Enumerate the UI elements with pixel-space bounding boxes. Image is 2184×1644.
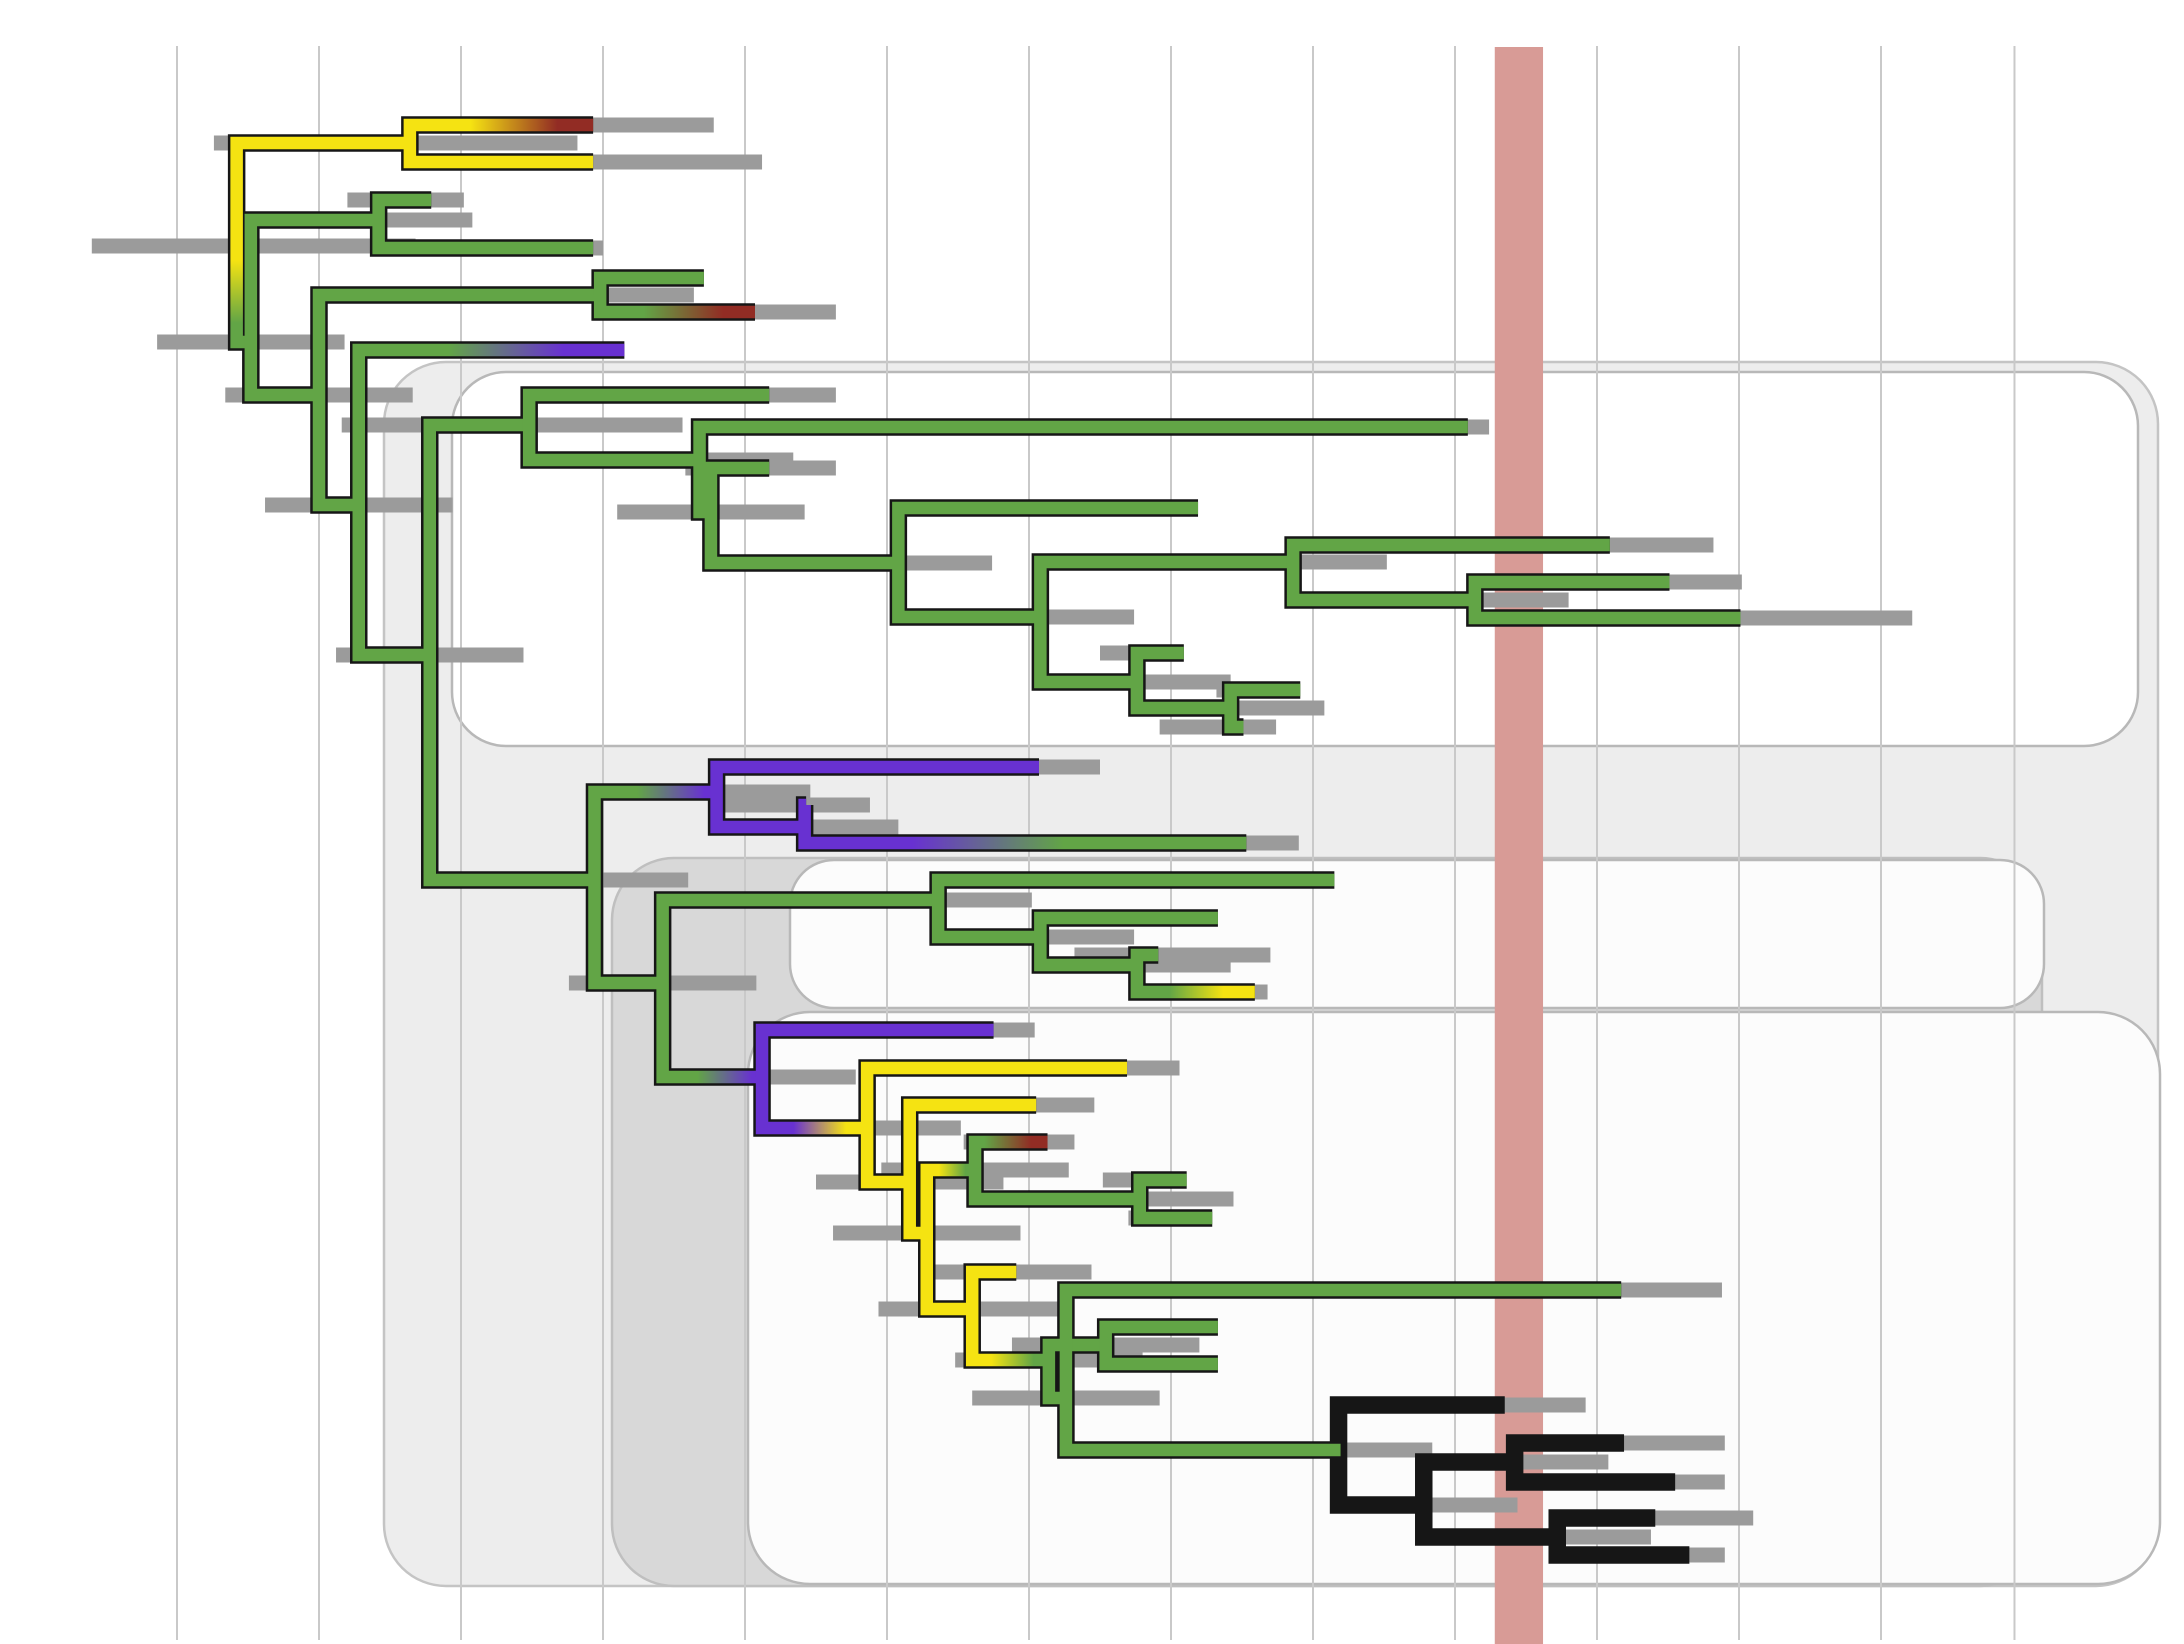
branch-n97 [244, 213, 381, 342]
branch-t10 [704, 461, 770, 512]
branch-t19 [798, 798, 811, 827]
branch-t18 [710, 760, 1039, 792]
branch-t31 [965, 1265, 1017, 1309]
branch-t32 [1099, 1320, 1218, 1345]
branch-n17 [312, 395, 361, 512]
branch-n9 [423, 418, 532, 655]
branch-t15 [1130, 646, 1184, 682]
branch-t6 [593, 295, 755, 319]
branch-n38 [1034, 617, 1139, 689]
branch-n10 [920, 1233, 975, 1316]
branch-t12 [1286, 538, 1610, 562]
branch-outline-n61 [1415, 1505, 1560, 1546]
branch-n53 [704, 512, 901, 570]
branch-t22 [1034, 911, 1218, 937]
branch-n66 [710, 792, 807, 834]
branch-t13 [1468, 575, 1670, 600]
branch-t28 [968, 1135, 1048, 1170]
carnivora-arrival-band [1494, 47, 1544, 1644]
branch-t4 [372, 220, 594, 255]
branch-t33 [1099, 1345, 1218, 1371]
branch-n98a [656, 893, 941, 983]
branch-n77 [312, 288, 603, 395]
branch-n58b [656, 983, 765, 1084]
branch-outline-t36 [1505, 1434, 1625, 1462]
branch-t8 [522, 388, 770, 425]
branch-t9 [693, 420, 1468, 460]
branch-t21 [931, 873, 1335, 900]
branch-t3 [372, 193, 432, 220]
branch-n80 [588, 785, 719, 880]
branch-t1 [403, 118, 594, 143]
branch-t30 [1133, 1199, 1213, 1225]
branch-n92 [1286, 562, 1477, 607]
branch-t2 [403, 143, 594, 169]
branch-n73 [931, 900, 1043, 944]
branch-t34 [1059, 1283, 1622, 1398]
branch-t17 [1224, 708, 1244, 734]
branch-t5 [593, 271, 704, 295]
branch-outline-t37 [1505, 1462, 1676, 1491]
branch-t20 [798, 827, 1247, 850]
branch-n40 [1034, 555, 1296, 617]
branches-layer [227, 116, 1741, 1564]
branch-t7 [352, 343, 625, 505]
branch-n32 [920, 1163, 978, 1233]
branch-t26 [860, 1061, 1128, 1128]
branch-outline-n50 [1415, 1453, 1517, 1505]
branch-n28a [860, 1128, 912, 1189]
branch-outline-t39 [1548, 1537, 1690, 1564]
branch-t23 [1130, 948, 1159, 965]
branch-t25 [755, 1023, 994, 1077]
branch-n98b [968, 1170, 1142, 1206]
branch-n27 [965, 1309, 1051, 1367]
branch-n18 [352, 505, 432, 662]
branch-outline-t38 [1548, 1509, 1656, 1537]
branch-n88 [1059, 1398, 1341, 1457]
branch-n28b [1042, 1338, 1108, 1360]
red-band-layer [1494, 47, 1544, 1644]
branch-t11 [892, 501, 1199, 563]
branch-t29 [1133, 1173, 1187, 1199]
branch-outline-n34 [1329, 1450, 1426, 1514]
branch-t27 [903, 1098, 1037, 1182]
branch-n71 [755, 1077, 870, 1135]
branch-n22 [522, 425, 702, 467]
branch-n30 [244, 342, 321, 402]
branch-t24 [1130, 965, 1255, 999]
branch-n44 [1130, 682, 1233, 715]
branch-t16 [1224, 683, 1301, 708]
branch-n58a [588, 880, 665, 990]
branch-n97b [1034, 937, 1139, 972]
branch-n47b [892, 563, 1043, 624]
branch-n16 [230, 136, 412, 246]
branch-t14 [1468, 600, 1741, 625]
clade-shading-layer [382, 360, 2162, 1588]
branch-n29 [423, 655, 597, 887]
age-bar-tip-t17 [1159, 719, 1277, 735]
branch-outline-t35 [1329, 1396, 1505, 1450]
